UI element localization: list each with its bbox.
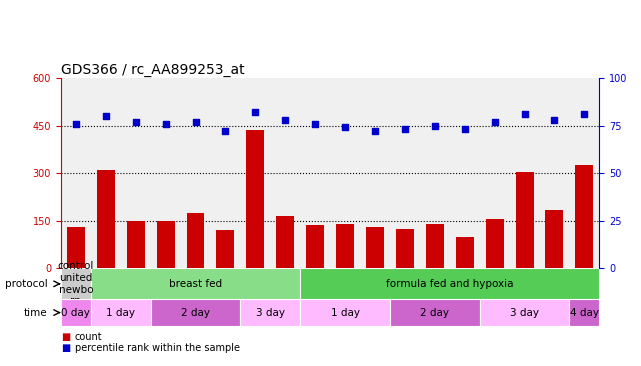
Point <box>460 126 470 132</box>
Text: ■: ■ <box>61 332 70 342</box>
Bar <box>486 219 504 268</box>
Text: 1 day: 1 day <box>331 307 360 318</box>
Text: percentile rank within the sample: percentile rank within the sample <box>75 343 240 353</box>
Point <box>280 117 290 123</box>
Point <box>400 126 410 132</box>
Bar <box>97 170 115 268</box>
Point <box>221 128 231 134</box>
Bar <box>300 268 599 299</box>
Bar <box>306 225 324 268</box>
Point <box>370 128 380 134</box>
Bar <box>91 268 300 299</box>
Point <box>71 121 81 127</box>
Bar <box>515 172 533 268</box>
Bar <box>187 213 204 268</box>
Point <box>549 117 560 123</box>
Point <box>340 124 350 130</box>
Point <box>310 121 320 127</box>
Bar <box>479 299 569 326</box>
Bar <box>336 224 354 268</box>
Bar <box>67 227 85 268</box>
Point <box>429 123 440 128</box>
Point <box>160 121 171 127</box>
Point <box>190 119 201 125</box>
Text: 2 day: 2 day <box>181 307 210 318</box>
Bar <box>127 221 145 268</box>
Bar <box>366 227 384 268</box>
Bar <box>276 216 294 268</box>
Point <box>101 113 111 119</box>
Bar <box>576 165 594 268</box>
Bar <box>91 299 151 326</box>
Text: time: time <box>24 307 47 318</box>
Bar <box>396 229 414 268</box>
Point <box>490 119 500 125</box>
Point <box>579 111 590 117</box>
Bar <box>246 130 264 268</box>
Text: ■: ■ <box>61 343 70 353</box>
Text: 1 day: 1 day <box>106 307 135 318</box>
Text: formula fed and hypoxia: formula fed and hypoxia <box>386 279 513 289</box>
Bar <box>151 299 240 326</box>
Bar <box>61 299 91 326</box>
Text: count: count <box>75 332 103 342</box>
Text: 2 day: 2 day <box>420 307 449 318</box>
Bar <box>426 224 444 268</box>
Bar <box>545 210 563 268</box>
Text: breast fed: breast fed <box>169 279 222 289</box>
Point <box>519 111 529 117</box>
Bar <box>456 236 474 268</box>
Bar <box>569 299 599 326</box>
Text: 3 day: 3 day <box>256 307 285 318</box>
Text: GDS366 / rc_AA899253_at: GDS366 / rc_AA899253_at <box>61 63 244 77</box>
Bar <box>300 299 390 326</box>
Bar <box>240 299 300 326</box>
Bar <box>390 299 479 326</box>
Bar <box>61 268 91 299</box>
Text: protocol: protocol <box>4 279 47 289</box>
Bar <box>217 230 235 268</box>
Text: 0 day: 0 day <box>62 307 90 318</box>
Text: control
united
newbo
rn: control united newbo rn <box>58 261 94 306</box>
Point <box>250 109 260 115</box>
Bar <box>156 221 174 268</box>
Point <box>131 119 141 125</box>
Text: 3 day: 3 day <box>510 307 539 318</box>
Text: 4 day: 4 day <box>570 307 599 318</box>
